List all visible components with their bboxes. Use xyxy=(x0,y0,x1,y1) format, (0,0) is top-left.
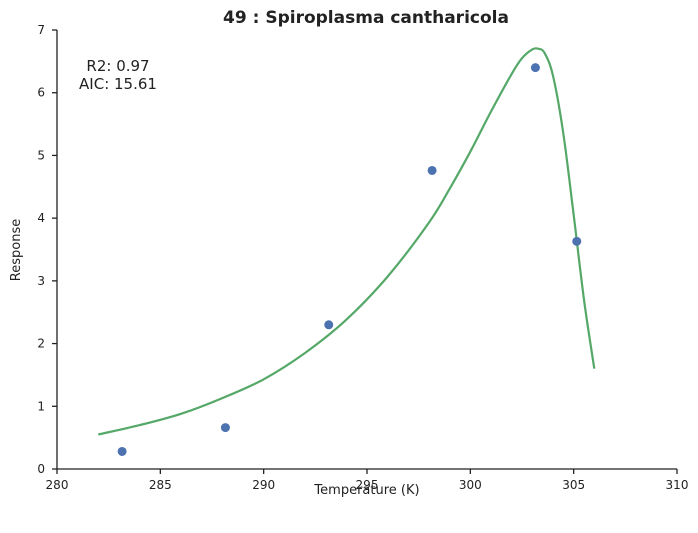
data-point xyxy=(220,423,230,433)
x-tick-label: 280 xyxy=(46,478,69,492)
x-ticks: 280 285 290 295 300 305 310 xyxy=(46,469,689,492)
x-tick-label: 295 xyxy=(356,478,379,492)
data-point xyxy=(117,446,127,456)
x-tick-label: 285 xyxy=(149,478,172,492)
y-tick-label: 0 xyxy=(37,462,45,476)
x-axis-label: Temperature (K) xyxy=(313,483,419,498)
y-tick-label: 3 xyxy=(37,274,45,288)
data-point xyxy=(530,63,540,73)
fit-statistics: R2: 0.97 AIC: 15.61 xyxy=(79,57,157,93)
y-tick-label: 4 xyxy=(37,211,45,225)
chart-title: 49 : Spiroplasma cantharicola xyxy=(223,8,509,28)
y-axis-label: Response xyxy=(9,219,24,281)
x-tick-label: 305 xyxy=(562,478,585,492)
fit-curve xyxy=(98,47,596,436)
fit-curve-line xyxy=(98,47,596,436)
aic-annotation: AIC: 15.61 xyxy=(79,75,157,93)
y-tick-label: 2 xyxy=(37,337,45,351)
y-tick-label: 5 xyxy=(37,148,45,162)
y-tick-label: 6 xyxy=(37,86,45,100)
x-tick-label: 290 xyxy=(252,478,275,492)
y-tick-label: 7 xyxy=(37,23,45,37)
data-point xyxy=(324,320,334,330)
axes xyxy=(56,30,677,470)
r2-annotation: R2: 0.97 xyxy=(86,57,149,75)
data-point xyxy=(572,236,582,246)
y-tick-label: 1 xyxy=(37,399,45,413)
y-ticks: 0 1 2 3 4 5 6 7 xyxy=(37,23,57,476)
data-point xyxy=(427,165,437,175)
x-tick-label: 300 xyxy=(459,478,482,492)
x-tick-label: 310 xyxy=(666,478,689,492)
data-points xyxy=(117,63,582,456)
